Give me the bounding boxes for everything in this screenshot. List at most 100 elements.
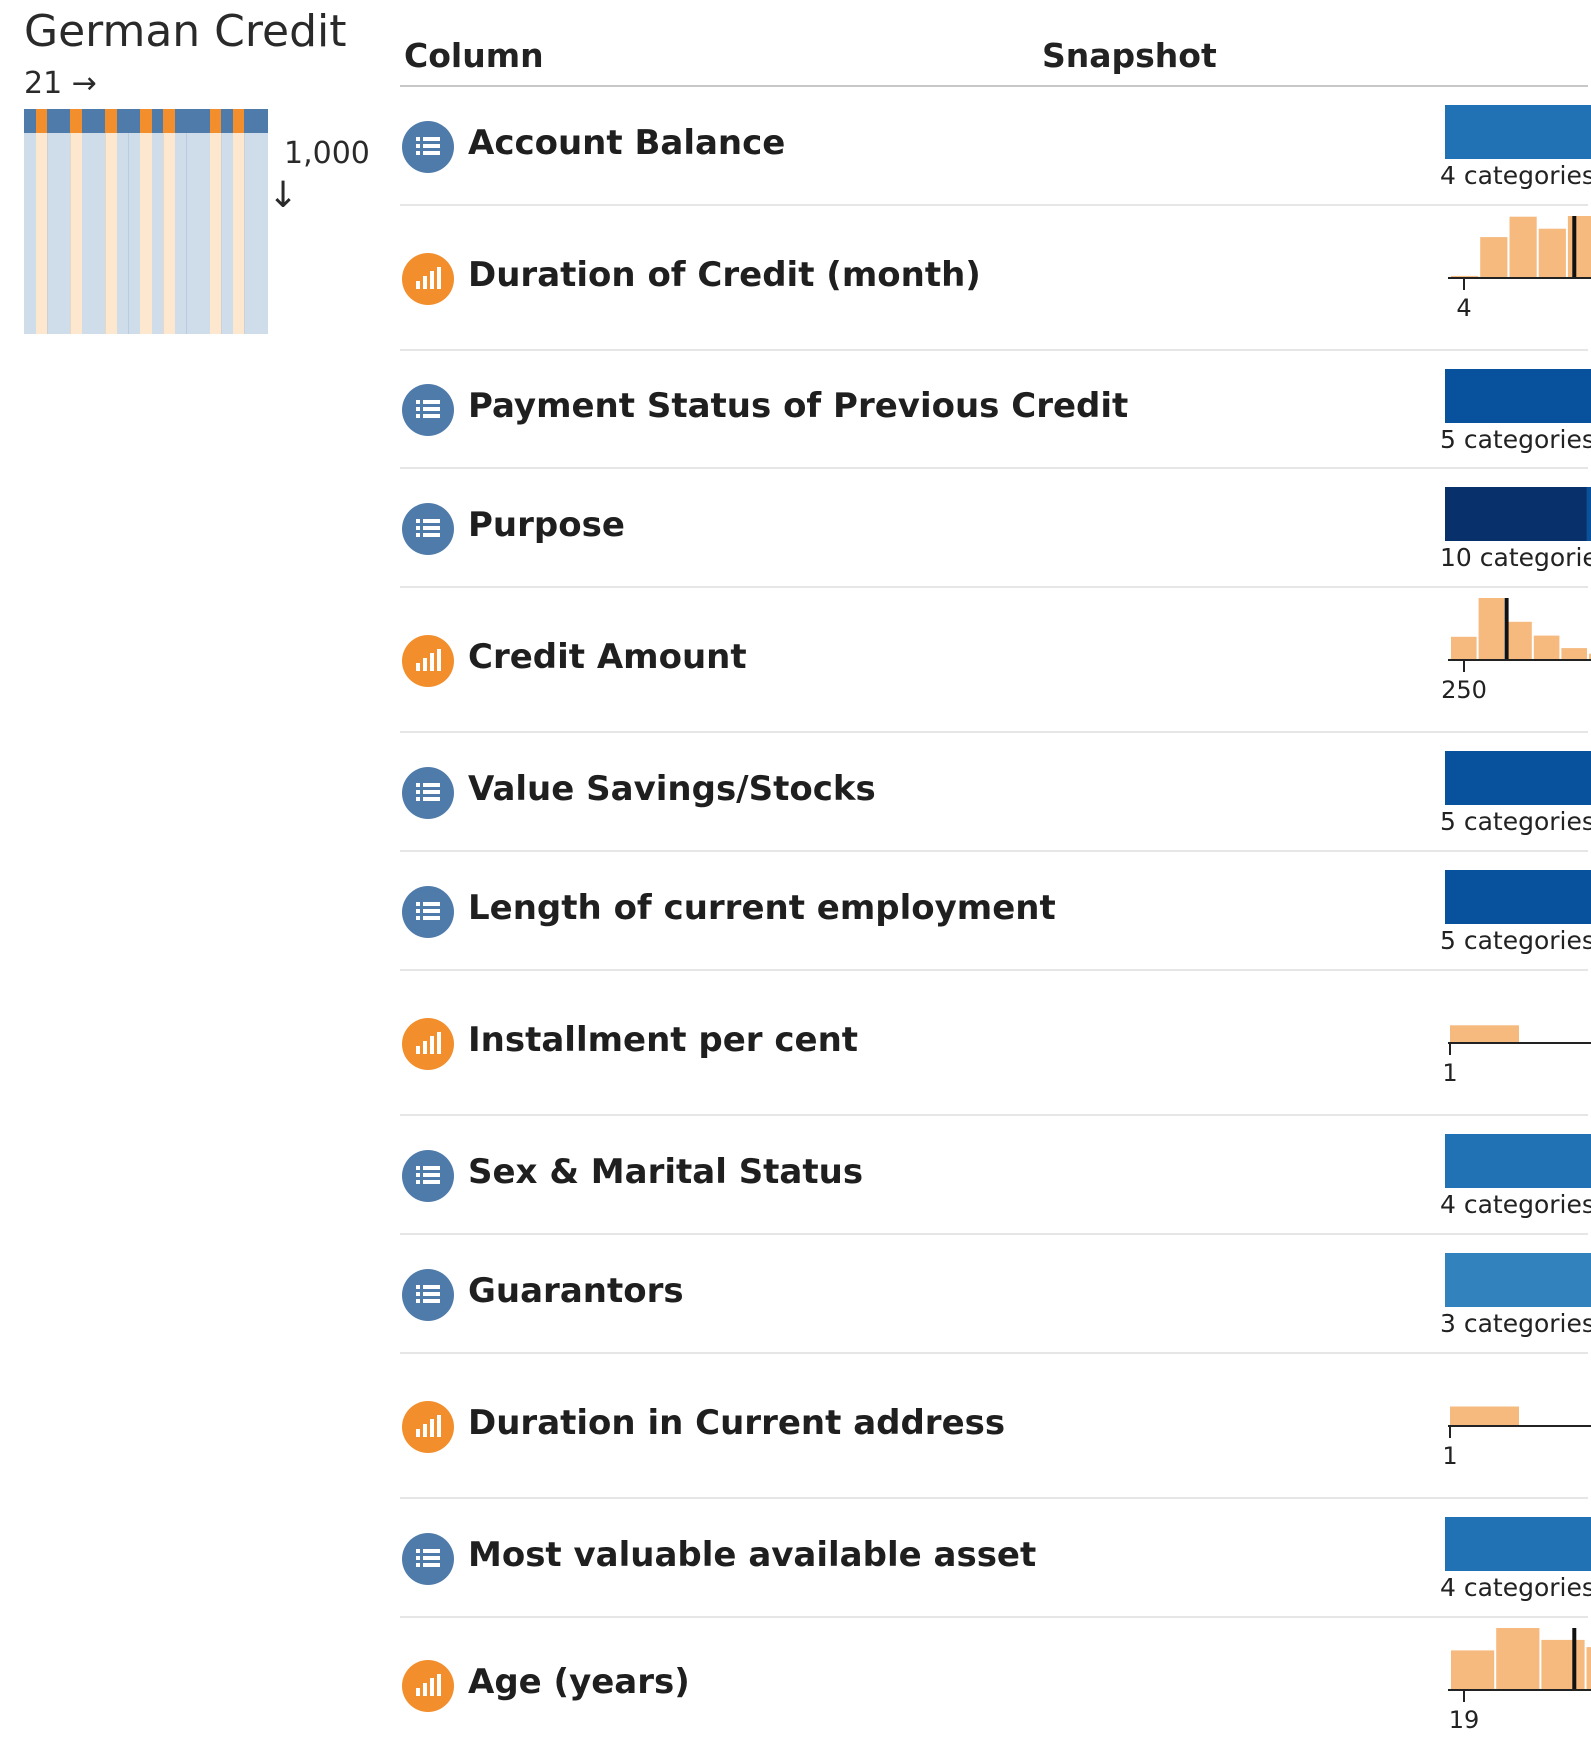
category-segment[interactable] xyxy=(1445,870,1591,924)
column-row[interactable]: Account Balance 4 categories xyxy=(400,87,1591,206)
stacked-bar-chart xyxy=(1445,487,1591,541)
histogram-bar[interactable] xyxy=(1509,216,1537,278)
list-line xyxy=(423,1166,440,1170)
category-segment[interactable] xyxy=(1445,487,1587,541)
category-snapshot[interactable]: 4 categories xyxy=(1440,1116,1591,1235)
column-row[interactable]: Value Savings/Stocks 5 categories xyxy=(400,733,1591,852)
column-row[interactable]: Payment Status of Previous Credit 5 categ… xyxy=(400,351,1591,469)
column-name[interactable]: Most valuable available asset xyxy=(468,1535,1037,1575)
list-line xyxy=(423,790,440,794)
column-name[interactable]: Purpose xyxy=(468,505,625,545)
axis-min-label: 1 xyxy=(1442,1442,1457,1470)
histogram-bar[interactable] xyxy=(1567,216,1591,278)
list-glyph xyxy=(416,1166,440,1184)
list-bullet xyxy=(416,1173,420,1177)
thumbnail-column-body xyxy=(128,133,141,334)
list-line xyxy=(423,400,440,404)
category-snapshot[interactable]: 10 categories xyxy=(1440,469,1591,588)
histogram-bar[interactable] xyxy=(1478,598,1505,660)
category-segment[interactable] xyxy=(1445,1517,1591,1571)
thumbnail-column-cap xyxy=(128,109,141,133)
histogram-bar[interactable] xyxy=(1538,228,1566,278)
list-bullet xyxy=(416,407,420,411)
histogram-bar[interactable] xyxy=(1541,1639,1585,1690)
histogram-bar[interactable] xyxy=(1496,1628,1540,1690)
column-row[interactable]: Purpose 10 categories xyxy=(400,469,1591,588)
histogram-snapshot[interactable]: 472 xyxy=(1440,206,1591,351)
category-segment[interactable] xyxy=(1445,1253,1591,1307)
histogram-bar[interactable] xyxy=(1506,621,1532,660)
column-row[interactable]: Most valuable available asset 4 categorie… xyxy=(400,1499,1591,1618)
category-segment[interactable] xyxy=(1445,105,1591,159)
rows-arrow-icon: ↓ xyxy=(268,175,299,216)
row-divider xyxy=(400,586,1588,588)
glyph-bar xyxy=(437,1674,441,1696)
category-snapshot[interactable]: 5 categories xyxy=(1440,351,1591,469)
thumbnail-column xyxy=(186,109,199,334)
column-name[interactable]: Account Balance xyxy=(468,123,786,163)
column-name[interactable]: Length of current employment xyxy=(468,888,1056,928)
column-name[interactable]: Installment per cent xyxy=(468,1020,859,1060)
histogram-bar[interactable] xyxy=(1451,636,1477,660)
category-snapshot[interactable]: 4 categories xyxy=(1440,1499,1591,1618)
histogram-bar[interactable] xyxy=(1451,275,1479,278)
row-divider xyxy=(400,349,1588,351)
histogram-bar[interactable] xyxy=(1451,1650,1495,1690)
column-header[interactable]: Column xyxy=(404,36,544,75)
category-segment[interactable] xyxy=(1445,369,1591,423)
thumbnail-column xyxy=(174,109,187,334)
category-segment[interactable] xyxy=(1445,751,1591,805)
histogram-bar[interactable] xyxy=(1589,653,1591,660)
column-name[interactable]: Duration in Current address xyxy=(468,1403,1006,1443)
glyph-bar xyxy=(416,1429,420,1437)
histogram-snapshot[interactable]: 1975 xyxy=(1440,1618,1591,1754)
histogram-bar[interactable] xyxy=(1533,635,1560,660)
histogram-snapshot[interactable]: 14 xyxy=(1440,971,1591,1116)
thumbnail-column-body xyxy=(24,133,36,334)
column-name[interactable]: Guarantors xyxy=(468,1271,684,1311)
category-snapshot[interactable]: 5 categories xyxy=(1440,852,1591,971)
histogram-bar[interactable] xyxy=(1586,1647,1591,1690)
column-row[interactable]: Credit Amount 25018,424 xyxy=(400,588,1591,733)
category-snapshot[interactable]: 5 categories xyxy=(1440,733,1591,852)
list-glyph xyxy=(416,519,440,537)
thumbnail-column xyxy=(244,109,257,334)
category-snapshot[interactable]: 3 categories xyxy=(1440,1235,1591,1354)
histogram-bar[interactable] xyxy=(1450,1025,1519,1043)
histogram-snapshot[interactable]: 14 xyxy=(1440,1354,1591,1499)
column-row[interactable]: Installment per cent 14 xyxy=(400,971,1591,1116)
category-segment[interactable] xyxy=(1445,1134,1591,1188)
column-name[interactable]: Payment Status of Previous Credit xyxy=(468,386,1129,426)
thumbnail-column-body xyxy=(35,133,48,334)
column-row[interactable]: Duration in Current address 14 xyxy=(400,1354,1591,1499)
histogram-chart: 472 xyxy=(1448,216,1591,322)
column-row[interactable]: Sex & Marital Status 4 categories xyxy=(400,1116,1591,1235)
snapshot-header[interactable]: Snapshot xyxy=(1042,36,1217,75)
category-count: 5 categories xyxy=(1440,425,1591,454)
histogram-bar[interactable] xyxy=(1450,1406,1519,1427)
axis-min-label: 19 xyxy=(1449,1706,1480,1734)
thumbnail-column-cap xyxy=(24,109,36,133)
histogram-bar[interactable] xyxy=(1561,648,1587,660)
category-snapshot[interactable]: 4 categories xyxy=(1440,87,1591,206)
column-row[interactable]: Duration of Credit (month) 472 xyxy=(400,206,1591,351)
row-divider xyxy=(400,1497,1588,1499)
thumbnail-column-cap xyxy=(244,109,257,133)
row-divider xyxy=(400,969,1588,971)
histogram-bar[interactable] xyxy=(1480,237,1508,278)
column-count: 21 → xyxy=(24,66,97,101)
column-row[interactable]: Age (years) 1975 xyxy=(400,1618,1591,1754)
column-name[interactable]: Age (years) xyxy=(468,1662,690,1702)
column-name[interactable]: Duration of Credit (month) xyxy=(468,255,981,295)
thumbnail-column-cap xyxy=(256,109,268,133)
dataset-thumbnail[interactable] xyxy=(24,109,272,334)
column-row[interactable]: Guarantors 3 categories xyxy=(400,1235,1591,1354)
numeric-icon xyxy=(402,1660,454,1712)
column-row[interactable]: Length of current employment 5 categories xyxy=(400,852,1591,971)
category-segment[interactable] xyxy=(1586,487,1591,541)
column-name[interactable]: Credit Amount xyxy=(468,637,747,677)
column-name[interactable]: Value Savings/Stocks xyxy=(468,769,876,809)
histogram-snapshot[interactable]: 25018,424 xyxy=(1440,588,1591,733)
column-name[interactable]: Sex & Marital Status xyxy=(468,1152,864,1192)
thumbnail-column xyxy=(151,109,164,334)
